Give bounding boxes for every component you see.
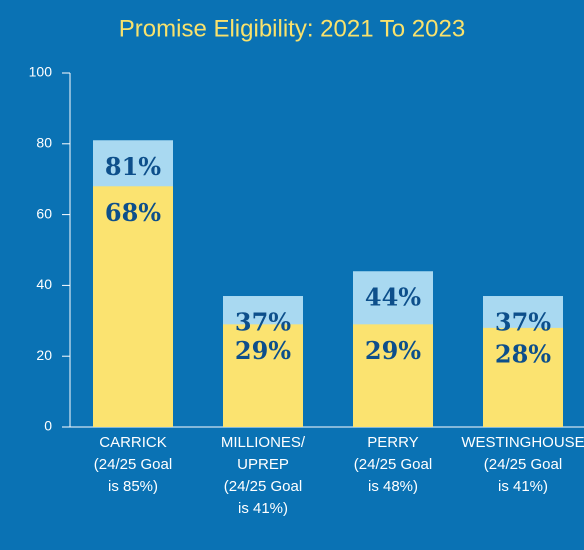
x-tick-label: is 41%) [238,500,288,517]
chart-title: Promise Eligibility: 2021 To 2023 [119,15,465,42]
value-label: 37% [495,308,551,337]
x-tick-label: WESTINGHOUSE [461,434,584,451]
x-tick-label: is 85%) [108,478,158,495]
value-label: 28% [495,339,551,368]
y-tick-label: 40 [36,276,52,292]
y-tick-label: 0 [44,418,52,434]
x-tick-label: (24/25 Goal [484,456,562,473]
x-tick-label: (24/25 Goal [224,478,302,495]
y-tick-label: 100 [29,64,53,80]
value-label: 68% [105,198,161,227]
bar [223,324,303,427]
y-tick-label: 80 [36,135,52,151]
value-label: 37% [235,308,291,337]
x-tick-label: MILLIONES/ [221,434,306,451]
value-label: 29% [235,336,291,365]
value-label: 81% [105,152,161,181]
value-label: 29% [365,336,421,365]
y-tick-label: 60 [36,205,52,221]
value-label: 44% [365,283,421,312]
x-tick-label: (24/25 Goal [94,456,172,473]
y-tick-label: 20 [36,347,52,363]
bar [353,324,433,427]
x-tick-label: PERRY [367,434,418,451]
x-tick-label: (24/25 Goal [354,456,432,473]
x-tick-label: is 48%) [368,478,418,495]
bar [483,327,563,427]
x-tick-label: UPREP [237,456,289,473]
x-tick-label: is 41%) [498,478,548,495]
bar [93,186,173,427]
x-tick-label: CARRICK [99,434,167,451]
